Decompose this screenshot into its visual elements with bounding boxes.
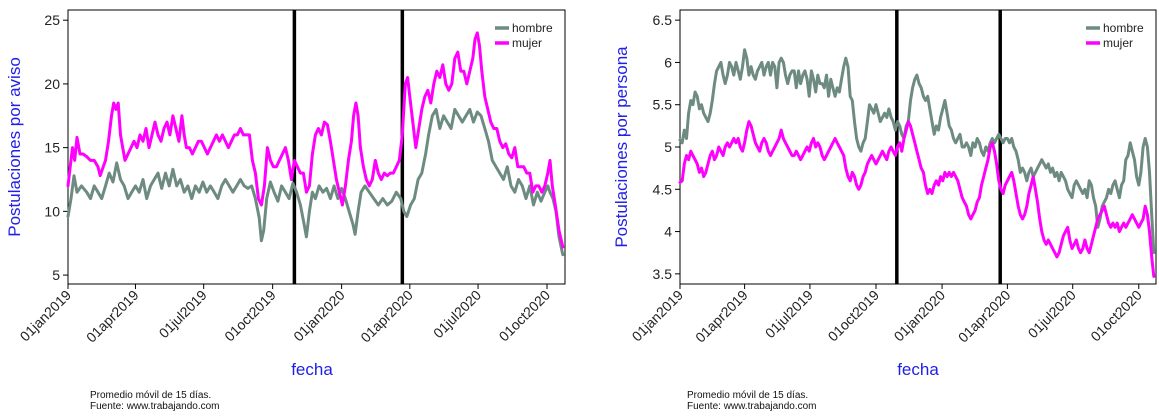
x-tick-label: 01oct2019: [221, 287, 279, 345]
note-fuente: Fuente: www.trabajando.com: [90, 401, 220, 412]
x-tick-label: 01jan2019: [629, 287, 687, 345]
x-tick-label: 01apr2019: [692, 287, 751, 346]
y-tick-label: 15: [44, 140, 60, 156]
x-axis-title: fecha: [897, 360, 939, 379]
x-tick-label: 01jan2020: [290, 287, 348, 345]
y-tick-label: 3.5: [653, 266, 673, 282]
legend-label-hombre: hombre: [1103, 21, 1144, 35]
note-promedio: Promedio móvil de 15 días.: [90, 390, 212, 401]
x-tick-label: 01jul2019: [156, 287, 210, 341]
y-axis-title: Postulaciones por persona: [612, 46, 631, 248]
y-tick-label: 10: [44, 203, 60, 219]
y-tick-label: 6: [664, 54, 672, 70]
x-tick-label: 01jul2020: [430, 287, 484, 341]
y-tick-label: 5: [52, 267, 60, 283]
y-axis-title: Postulaciones por aviso: [5, 57, 24, 237]
plot-frame: [67, 9, 566, 285]
y-tick-label: 5.5: [653, 97, 673, 113]
legend-label-hombre: hombre: [512, 21, 553, 35]
x-tick-label: 01jan2019: [17, 287, 75, 345]
y-tick-label: 4.5: [653, 181, 673, 197]
chart-1-notes: Promedio móvil de 15 días. Fuente: www.t…: [687, 390, 817, 412]
x-tick-label: 01apr2020: [955, 287, 1014, 346]
x-tick-label: 01oct2019: [825, 287, 883, 345]
y-tick-label: 20: [44, 76, 60, 92]
x-tick-label: 01apr2019: [83, 287, 142, 346]
x-tick-label: 01oct2020: [496, 287, 554, 345]
x-tick-label: 01apr2020: [357, 287, 416, 346]
x-axis-title: fecha: [291, 360, 333, 379]
x-tick-label: 01oct2020: [1087, 287, 1145, 345]
note-fuente: Fuente: www.trabajando.com: [687, 401, 817, 412]
series-line-hombre: [66, 107, 565, 257]
legend-label-mujer: mujer: [1103, 36, 1133, 50]
series-line-mujer: [66, 31, 565, 249]
series-line-mujer: [678, 120, 1156, 278]
x-tick-label: 01jul2020: [1025, 287, 1079, 341]
x-tick-label: 01jan2020: [891, 287, 949, 345]
chart-0-notes: Promedio móvil de 15 días. Fuente: www.t…: [90, 390, 220, 412]
note-promedio: Promedio móvil de 15 días.: [687, 390, 809, 401]
x-tick-label: 01jul2019: [762, 287, 816, 341]
legend-label-mujer: mujer: [512, 36, 542, 50]
series-line-hombre: [678, 48, 1156, 255]
y-tick-label: 5: [664, 139, 672, 155]
y-tick-label: 4: [664, 224, 672, 240]
y-tick-label: 25: [44, 12, 60, 28]
y-tick-label: 6.5: [653, 12, 673, 28]
